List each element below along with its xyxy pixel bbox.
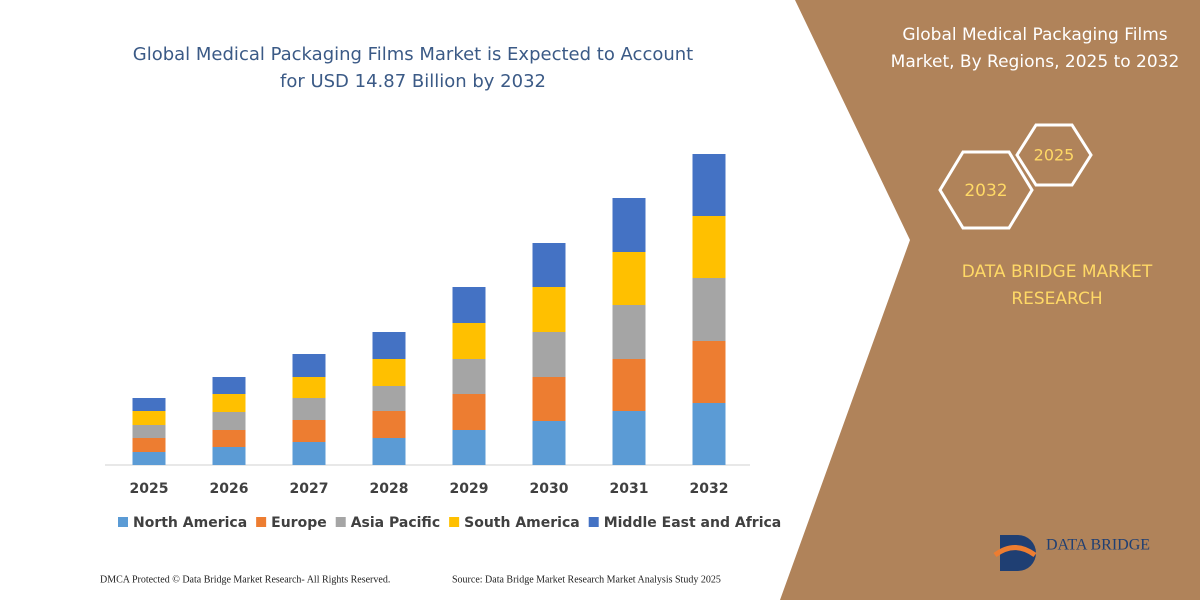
legend-label: Asia Pacific (351, 515, 440, 531)
bar-segment (372, 438, 406, 465)
x-tick-label: 2026 (210, 481, 249, 497)
bar-segment (132, 411, 166, 425)
bar-segment (372, 411, 406, 438)
bar-segment (612, 252, 646, 305)
bar-segment (132, 398, 166, 411)
footer-text: DMCA Protected © Data Bridge Market Rese… (100, 574, 390, 585)
hexagon (938, 150, 1034, 230)
bar-segment (692, 278, 726, 341)
panel-title: Market, By Regions, 2025 to 2032 (891, 52, 1180, 72)
bar-segment (452, 323, 486, 359)
bar-segment (212, 394, 246, 412)
bar-segment (292, 354, 326, 377)
chart-title: for USD 14.87 Billion by 2032 (280, 71, 546, 92)
bar-segment (212, 430, 246, 447)
legend-swatch (588, 517, 599, 527)
legend-swatch (449, 517, 460, 527)
x-tick-label: 2028 (370, 481, 409, 497)
bar-segment (372, 359, 406, 386)
hexagon (1015, 123, 1093, 187)
legend-label: North America (133, 515, 247, 531)
bar-segment (452, 394, 486, 430)
bar-segment (132, 452, 166, 465)
bar-segment (212, 377, 246, 394)
bar-segment (532, 287, 566, 332)
hexagon-label: 2025 (1034, 146, 1075, 165)
bar-segment (452, 359, 486, 394)
bar-segment (612, 198, 646, 252)
bar-segment (452, 430, 486, 465)
bar-segment (532, 377, 566, 421)
bar-segment (532, 243, 566, 287)
bar-segment (532, 421, 566, 465)
bar-segment (692, 403, 726, 465)
x-tick-label: 2025 (130, 481, 169, 497)
bar-segment (372, 386, 406, 411)
x-tick-label: 2031 (610, 481, 649, 497)
brand-text: DATA BRIDGE MARKET (962, 262, 1153, 282)
bar-segment (612, 411, 646, 465)
logo-text: DATA BRIDGE (1046, 537, 1150, 554)
legend-label: South America (464, 515, 580, 531)
bar-segment (692, 154, 726, 216)
bar-segment (212, 412, 246, 430)
bar-segment (532, 332, 566, 377)
x-tick-label: 2027 (290, 481, 329, 497)
x-tick-label: 2032 (690, 481, 729, 497)
panel-title: Global Medical Packaging Films (902, 25, 1167, 45)
x-tick-label: 2030 (530, 481, 569, 497)
bar-segment (612, 305, 646, 359)
chart-title: Global Medical Packaging Films Market is… (133, 44, 693, 65)
x-tick-label: 2029 (450, 481, 489, 497)
logo-mark (1000, 535, 1036, 571)
bar-segment (452, 287, 486, 323)
bar-segment (692, 341, 726, 403)
legend-label: Europe (271, 515, 327, 531)
bar-segment (292, 398, 326, 420)
bar-segment (292, 420, 326, 442)
legend-swatch (118, 517, 128, 527)
bar-segment (212, 447, 246, 465)
logo-mark (993, 545, 1037, 558)
bar-segment (292, 442, 326, 465)
bar-segment (612, 359, 646, 411)
bar-segment (132, 438, 166, 452)
bar-segment (372, 332, 406, 359)
brand-text: RESEARCH (1011, 289, 1102, 309)
bar-segment (692, 216, 726, 278)
bar-segment (292, 377, 326, 398)
hexagon-label: 2032 (964, 181, 1007, 201)
footer-text: Source: Data Bridge Market Research Mark… (452, 574, 721, 585)
legend-label: Middle East and Africa (604, 515, 782, 531)
legend-swatch (256, 517, 267, 527)
side-panel (780, 0, 1200, 600)
bar-segment (132, 425, 166, 438)
legend-swatch (335, 517, 346, 527)
